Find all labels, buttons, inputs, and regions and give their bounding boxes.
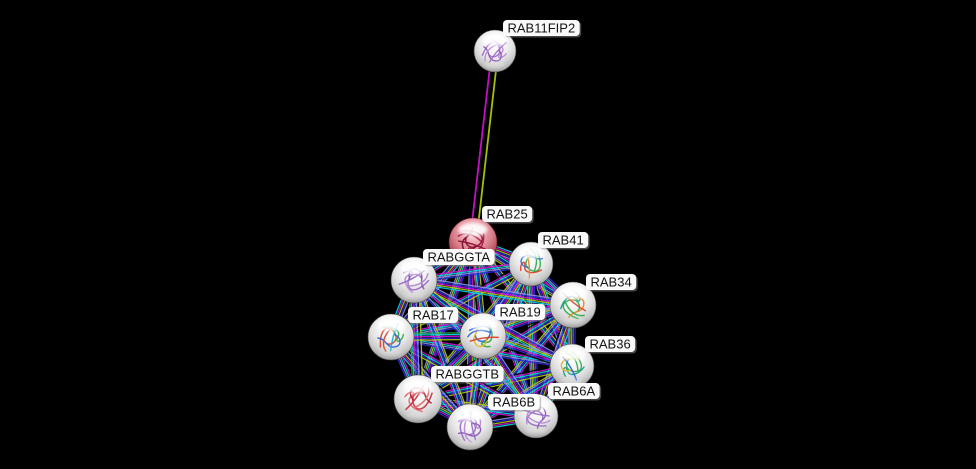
label-box (585, 336, 636, 352)
sphere-highlight (469, 317, 497, 331)
node-label-RAB25: RAB25 (482, 206, 534, 224)
edge-line-magenta (468, 50, 493, 242)
ribbon-stroke (469, 336, 500, 342)
edge-line-blue (418, 367, 573, 402)
sphere-highlight (456, 408, 484, 422)
node-label-RAB36: RAB36 (585, 336, 637, 354)
node-label-RAB6A: RAB6A (548, 383, 602, 401)
label-text: RAB25 (487, 206, 528, 221)
node-RAB34[interactable] (549, 281, 597, 329)
edge-line-lime (413, 281, 573, 308)
edge-line-blue (414, 277, 574, 304)
sphere-highlight (403, 380, 433, 393)
node-RAB41[interactable] (508, 241, 554, 287)
node-RAB36[interactable] (549, 343, 595, 389)
sphere-highlight (559, 286, 587, 300)
node-label-RAB19: RAB19 (495, 304, 547, 322)
sphere-highlight (458, 223, 488, 236)
node-RAB17[interactable] (367, 313, 415, 361)
edge-line-magenta (413, 279, 574, 306)
label-text: RAB36 (590, 336, 631, 351)
sphere-reflection (561, 377, 583, 385)
edge-line-lime (416, 278, 474, 427)
sphere-reflection (402, 291, 426, 300)
edge-RAB11FIP2-RAB25[interactable] (468, 50, 500, 243)
sphere-reflection (525, 427, 547, 435)
edge-line-cyan (411, 280, 469, 428)
sphere-highlight (517, 246, 545, 259)
label-text: RAB11FIP2 (508, 20, 576, 35)
ribbon-stroke (457, 240, 488, 251)
ribbon-stroke (467, 329, 492, 338)
node-RABGGTB[interactable] (393, 374, 443, 424)
ribbon-stroke (564, 301, 585, 317)
node-RAB11FIP2[interactable] (473, 29, 517, 73)
sphere-reflection (406, 411, 430, 420)
edge-line-periwinkle (415, 279, 473, 427)
node-label-RAB11FIP2: RAB11FIP2 (503, 20, 582, 38)
ribbon-stroke (488, 41, 507, 63)
ribbon-stroke (407, 273, 429, 287)
sphere-highlight (377, 318, 405, 332)
node-RAB19[interactable] (459, 312, 507, 360)
node-RAB6B[interactable] (446, 403, 494, 451)
ribbon-stroke (527, 416, 551, 424)
label-box (431, 366, 504, 382)
sphere-highlight (482, 34, 508, 46)
label-text: RAB41 (543, 232, 584, 247)
sphere-reflection (561, 316, 585, 325)
label-text: RAB34 (591, 274, 632, 289)
label-text: RAB6A (553, 383, 596, 398)
nodes-layer (367, 29, 597, 451)
edge-line-periwinkle (414, 276, 574, 303)
label-text: RAB17 (413, 307, 454, 322)
label-box (488, 394, 540, 410)
node-label-RAB6B: RAB6B (488, 394, 542, 412)
edge-RAB34-RABGGTA[interactable] (413, 276, 574, 309)
label-text: RABGGTB (436, 366, 500, 381)
sphere-highlight (558, 348, 586, 361)
label-box (423, 249, 495, 265)
edge-line-lime (475, 51, 500, 243)
label-box (503, 20, 580, 36)
node-label-RAB17: RAB17 (408, 307, 460, 325)
sphere-reflection (520, 275, 542, 283)
node-label-RAB41: RAB41 (538, 232, 590, 250)
sphere-reflection (471, 347, 495, 356)
edge-line-black (472, 50, 496, 243)
sphere-reflection (484, 61, 506, 69)
node-label-RAB34: RAB34 (586, 274, 638, 292)
sphere-highlight (400, 261, 428, 275)
node-label-RABGGTB: RABGGTB (431, 366, 506, 384)
label-text: RAB6B (493, 394, 536, 409)
label-text: RAB19 (500, 304, 541, 319)
node-RABGGTA[interactable] (390, 256, 438, 304)
sphere-reflection (379, 348, 403, 357)
edge-line-cyan (413, 282, 573, 309)
node-label-RABGGTA: RABGGTA (423, 249, 497, 267)
edge-line-magenta (531, 263, 538, 416)
label-box (482, 206, 533, 222)
label-box (548, 383, 600, 399)
label-text: RABGGTA (428, 249, 491, 264)
sphere-reflection (458, 438, 482, 447)
edge-line-blue (413, 279, 471, 428)
label-box (408, 307, 459, 323)
label-box (495, 304, 546, 320)
edge-line-lime (466, 302, 571, 426)
labels-layer: RAB11FIP2 RAB25 RAB41 RABGGTA RAB34 RAB17 RAB1… (408, 20, 638, 412)
label-box (538, 232, 589, 248)
label-box (586, 274, 637, 290)
